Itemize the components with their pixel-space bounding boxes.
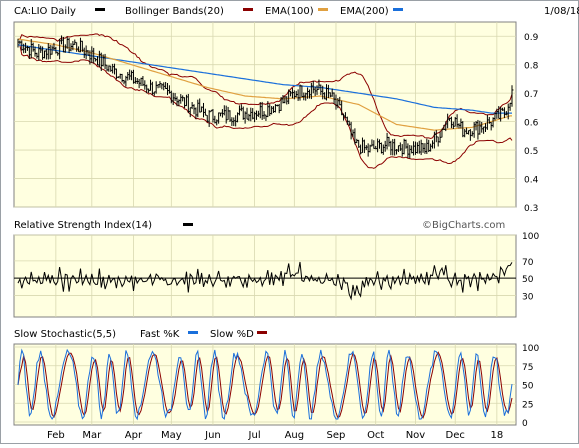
slow-d-line xyxy=(17,351,513,419)
price-title: CA:LIO Daily xyxy=(14,6,76,17)
bigcharts-watermark: ©BigCharts.com xyxy=(422,220,505,231)
slow-d-legend-label: Slow %D xyxy=(210,329,254,340)
month-tick-label: Dec xyxy=(446,430,465,441)
month-tick-label: Aug xyxy=(285,430,305,441)
stochastic-y-tick-label: 0 xyxy=(522,419,528,429)
price-y-tick-label: 0.3 xyxy=(524,204,538,214)
month-tick-label: 18 xyxy=(490,430,503,441)
ema100-legend-label: EMA(100) xyxy=(265,6,314,17)
chart-date: 1/08/18 xyxy=(544,6,579,17)
bollinger-legend-swatch xyxy=(243,8,253,11)
bollinger-upper-band xyxy=(17,33,513,140)
rsi-legend-swatch xyxy=(183,223,193,226)
rsi-title: Relative Strength Index(14) xyxy=(14,220,152,231)
fast-k-legend-label: Fast %K xyxy=(140,329,180,340)
stochastic-y-tick-label: 25 xyxy=(522,400,533,410)
ema200-legend-swatch xyxy=(393,8,403,11)
price-y-tick-label: 0.6 xyxy=(524,119,539,129)
fast-k-line xyxy=(17,348,513,421)
price-y-tick-label: 0.8 xyxy=(524,62,539,72)
rsi-line xyxy=(17,261,513,301)
rsi-y-tick-label: 50 xyxy=(522,275,534,285)
price-y-tick-label: 0.9 xyxy=(524,33,539,43)
month-tick-label: Apr xyxy=(125,430,143,441)
rsi-y-tick-label: 30 xyxy=(522,292,534,302)
month-tick-label: Mar xyxy=(82,430,102,441)
price-y-tick-label: 0.5 xyxy=(524,147,538,157)
month-tick-label: Jun xyxy=(204,430,221,441)
ema100-legend-swatch xyxy=(318,8,328,11)
month-tick-label: Jul xyxy=(248,430,261,441)
stochastic-title: Slow Stochastic(5,5) xyxy=(14,329,116,340)
bollinger-lower-band xyxy=(17,44,513,169)
month-tick-label: Feb xyxy=(47,430,65,441)
bollinger-legend-label: Bollinger Bands(20) xyxy=(125,6,224,17)
price-y-tick-label: 0.4 xyxy=(524,176,539,186)
month-tick-label: Nov xyxy=(406,430,426,441)
stochastic-y-tick-label: 75 xyxy=(522,363,533,373)
month-tick-label: Sep xyxy=(327,430,346,441)
rsi-y-tick-label: 100 xyxy=(522,232,539,242)
rsi-panel xyxy=(13,234,517,318)
month-tick-label: May xyxy=(161,430,182,441)
stochastic-y-tick-label: 50 xyxy=(522,382,534,392)
slow-d-legend-swatch xyxy=(257,331,267,334)
price-panel xyxy=(13,21,517,208)
fast-k-legend-swatch xyxy=(188,331,198,334)
stochastic-y-tick-label: 100 xyxy=(522,344,539,354)
month-tick-label: Oct xyxy=(367,430,384,441)
rsi-y-tick-label: 70 xyxy=(522,258,534,268)
price-legend-swatch xyxy=(95,8,105,11)
price-y-tick-label: 0.7 xyxy=(524,90,538,100)
ema200-line xyxy=(17,44,512,114)
ema200-legend-label: EMA(200) xyxy=(340,6,389,17)
ema100-line xyxy=(17,38,512,131)
